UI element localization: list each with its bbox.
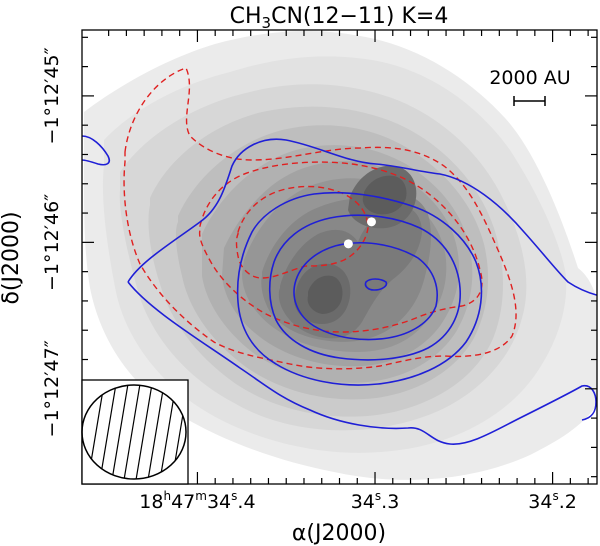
scale-bar-label: 2000 AU (489, 67, 570, 89)
x-axis-label: α(J2000) (292, 521, 386, 546)
blue-contour-level-1b (127, 138, 597, 297)
beam-inset (81, 379, 189, 485)
y-tick-label-2: −1°12′47″ (41, 340, 63, 437)
red-contour-level-2 (198, 161, 483, 333)
x-tick-label-2: 34s.2 (528, 489, 577, 513)
axes: 18h47m34s.4 34s.3 34s.2 −1°12′45″ −1°12′46″ −… (41, 30, 597, 513)
grayscale-contours (84, 30, 597, 480)
marker-source-1 (343, 239, 353, 249)
marker-source-2 (366, 217, 376, 227)
chart-title: CH3CN(12−11) K=4 (230, 4, 449, 32)
x-tick-label-1: 34s.3 (351, 489, 400, 513)
scale-bar (513, 96, 546, 106)
blue-contour-level-5 (364, 278, 388, 291)
beam-ellipse (81, 384, 187, 480)
plot-area (82, 30, 597, 480)
blue-contour-level-1 (82, 135, 111, 166)
y-tick-label-1: −1°12′46″ (41, 194, 63, 291)
y-tick-label-0: −1°12′45″ (41, 47, 63, 144)
x-tick-label-0: 18h47m34s.4 (139, 489, 255, 513)
blue-contour-level-2 (236, 191, 483, 386)
y-axis-label: δ(J2000) (0, 211, 24, 304)
red-contour-level-1 (123, 67, 517, 370)
blue-contour-level-3 (268, 214, 461, 361)
source-markers (343, 217, 376, 249)
gray-level-12b (307, 275, 343, 314)
gray-level-12 (362, 175, 407, 215)
blue-contour-level-1c (127, 281, 597, 445)
title-subscript: 3 (262, 14, 272, 32)
